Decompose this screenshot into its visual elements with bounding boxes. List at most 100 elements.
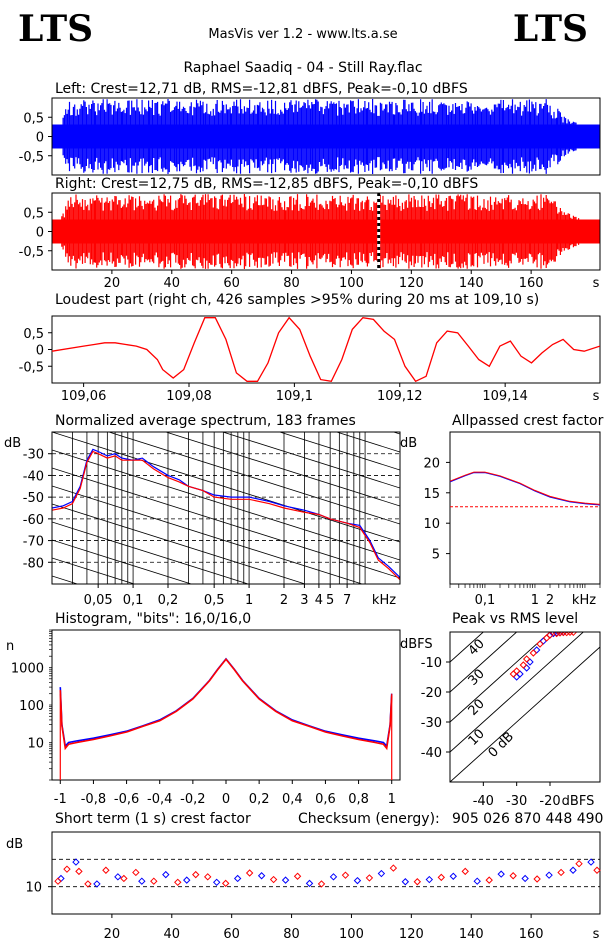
right-peak-rms-point <box>559 632 568 637</box>
crest-line-label: 40 <box>466 637 488 659</box>
x-tick-label: 5 <box>326 593 334 608</box>
y-tick-label: 0 <box>36 131 44 146</box>
left-crest-point <box>281 876 290 884</box>
x-tick-label: 80 <box>283 927 300 942</box>
spectrum-slope-line <box>52 485 364 584</box>
y-tick-label: 15 <box>423 487 440 502</box>
left-peak-rms-point <box>512 673 521 681</box>
x-tick-label: 100 <box>339 927 364 942</box>
left-peak-rms-point <box>539 637 548 645</box>
y-axis-label: dB <box>4 436 21 451</box>
right-crest-point <box>341 871 350 879</box>
x-tick-label: 100 <box>339 276 364 291</box>
left-peak-rms-point <box>532 646 541 654</box>
logo-left: LTS <box>18 8 94 50</box>
left-waveform-title: Left: Crest=12,71 dB, RMS=-12,81 dBFS, P… <box>55 81 468 97</box>
x-tick-label: 3 <box>300 593 308 608</box>
y-tick-label: 0 <box>36 226 44 241</box>
app-title: MasVis ver 1.2 - www.lts.a.se <box>208 27 398 42</box>
left-crest-point <box>162 870 170 879</box>
peak-rms-frame <box>449 631 601 783</box>
x-tick-label: 4 <box>315 593 323 608</box>
x-tick-label: 7 <box>343 593 351 608</box>
right-crest-point <box>365 874 374 882</box>
loudest-part-frame <box>51 315 601 384</box>
histogram-frame <box>51 629 401 781</box>
allpass-title: Allpassed crest factor <box>452 413 604 429</box>
left-histogram-line <box>59 657 393 748</box>
spectrum-slope-line <box>52 521 250 584</box>
y-tick-label: 5 <box>432 548 440 563</box>
crest-line-label: 20 <box>466 697 488 719</box>
right-crest-point <box>293 872 302 880</box>
left-waveform-group <box>52 99 600 174</box>
left-crest-point <box>545 871 553 879</box>
right-crest-point <box>192 870 200 879</box>
right-spectrum-line <box>52 450 400 581</box>
x-tick-label: 120 <box>399 276 424 291</box>
x-tick-label: 0,1 <box>475 593 496 608</box>
right-crest-point <box>557 868 565 877</box>
spectrum-slope-line <box>52 594 400 704</box>
spectrum-slope-line <box>52 557 136 584</box>
right-peak-rms-point <box>562 632 571 637</box>
right-crest-point <box>120 874 128 883</box>
x-tick-label: 1 <box>388 792 396 807</box>
spectrum-title: Normalized average spectrum, 183 frames <box>55 413 356 429</box>
x-tick-label: 60 <box>223 276 240 291</box>
file-title: Raphael Saadiq - 04 - Still Ray.flac <box>183 60 423 76</box>
x-tick-label: 160 <box>519 927 544 942</box>
crest-line <box>450 632 585 753</box>
x-tick-label: 109,1 <box>276 389 313 404</box>
x-axis-label: dBFS <box>562 794 595 809</box>
spectrum-slope-line <box>164 432 400 507</box>
spectrum-slope-line <box>278 432 400 471</box>
spectrum-slope-line <box>221 432 400 489</box>
x-tick-label: 0,6 <box>315 792 336 807</box>
y-axis-label: dBFS <box>400 637 433 652</box>
x-tick-label: -30 <box>506 794 527 809</box>
right-peak-rms-point <box>556 632 564 637</box>
x-tick-label: 2 <box>280 593 288 608</box>
spectrum-slope-line <box>335 432 400 453</box>
right-waveform-title: Right: Crest=12,75 dB, RMS=-12,85 dBFS, … <box>55 176 479 192</box>
x-tick-label: 0,4 <box>282 792 303 807</box>
y-tick-label: 0,5 <box>23 206 44 221</box>
y-tick-label: -70 <box>23 535 44 550</box>
x-tick-label: 120 <box>399 927 424 942</box>
x-tick-label: -0,8 <box>81 792 106 807</box>
crest-line <box>450 632 551 723</box>
spectrum-slope-line <box>52 612 400 722</box>
x-tick-label: 20 <box>104 276 121 291</box>
crest-frame <box>51 831 601 915</box>
checksum-value: 905 026 870 448 490 <box>452 811 604 827</box>
right-waveform-group <box>52 194 600 269</box>
spectrum-slope-line <box>52 252 400 362</box>
left-crest-point <box>587 858 595 866</box>
y-axis-label: dB <box>400 436 417 451</box>
x-tick-label: 109,12 <box>377 389 423 404</box>
y-tick-label: 10 <box>27 737 44 752</box>
x-tick-label: 0,2 <box>158 593 179 608</box>
right-crest-point <box>204 873 212 881</box>
right-crest-point <box>461 867 469 876</box>
left-crest-point <box>257 872 266 880</box>
x-tick-label: 20 <box>104 927 121 942</box>
crest-line <box>450 646 600 782</box>
right-crest-point <box>150 877 158 885</box>
y-tick-label: 0,5 <box>23 111 44 126</box>
y-axis-label: n <box>6 639 14 654</box>
y-tick-label: -20 <box>421 686 442 701</box>
spectrum-slope-line <box>107 432 400 525</box>
x-tick-label: 0,2 <box>249 792 270 807</box>
x-tick-label: 140 <box>459 927 484 942</box>
x-tick-label: 160 <box>519 276 544 291</box>
right-crest-point <box>575 859 583 868</box>
right-crest-point <box>84 880 92 888</box>
right-crest-point <box>75 867 83 876</box>
x-unit-label: s <box>593 927 600 942</box>
y-tick-label: 20 <box>423 456 440 471</box>
right-crest-point <box>389 864 398 872</box>
right-crest-point <box>485 876 493 884</box>
